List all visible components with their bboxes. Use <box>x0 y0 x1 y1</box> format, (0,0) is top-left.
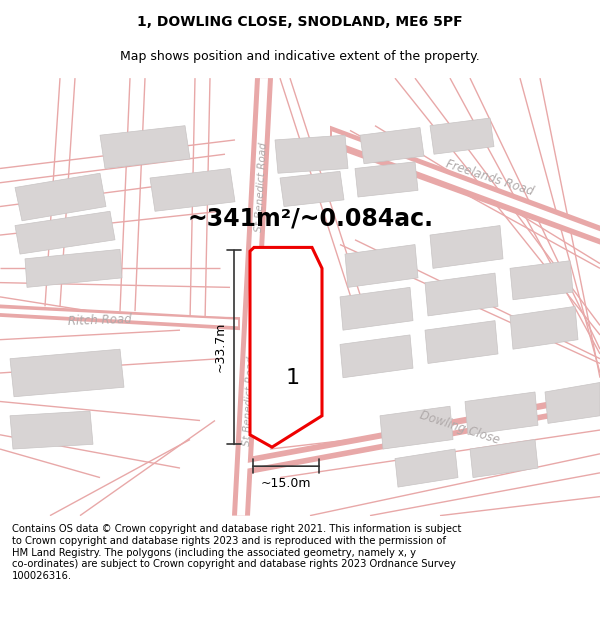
Text: Ritch Road: Ritch Road <box>68 313 132 328</box>
Polygon shape <box>0 308 238 326</box>
Polygon shape <box>340 288 413 330</box>
Polygon shape <box>240 399 600 470</box>
Text: St Benedict Road: St Benedict Road <box>242 356 256 447</box>
Polygon shape <box>545 382 600 423</box>
Polygon shape <box>150 169 235 211</box>
Text: ~15.0m: ~15.0m <box>261 477 311 490</box>
Text: 1: 1 <box>286 368 300 388</box>
Polygon shape <box>340 335 413 378</box>
Polygon shape <box>100 126 190 169</box>
Polygon shape <box>425 273 498 316</box>
Polygon shape <box>10 349 124 397</box>
Polygon shape <box>232 78 273 516</box>
Polygon shape <box>345 244 418 288</box>
Text: Map shows position and indicative extent of the property.: Map shows position and indicative extent… <box>120 50 480 62</box>
Polygon shape <box>510 261 573 300</box>
Polygon shape <box>237 78 268 516</box>
Polygon shape <box>275 135 348 173</box>
Text: St Benedict Road: St Benedict Road <box>254 142 268 232</box>
Polygon shape <box>380 406 453 449</box>
Polygon shape <box>430 118 494 154</box>
Polygon shape <box>360 127 424 164</box>
Polygon shape <box>15 211 115 254</box>
Polygon shape <box>0 304 240 330</box>
Text: 1, DOWLING CLOSE, SNODLAND, ME6 5PF: 1, DOWLING CLOSE, SNODLAND, ME6 5PF <box>137 15 463 29</box>
Polygon shape <box>250 248 322 447</box>
Polygon shape <box>430 226 503 268</box>
Polygon shape <box>240 392 600 476</box>
Polygon shape <box>355 162 418 197</box>
Polygon shape <box>262 306 312 368</box>
Polygon shape <box>510 306 578 349</box>
Polygon shape <box>10 411 93 449</box>
Polygon shape <box>15 173 106 221</box>
Polygon shape <box>330 126 600 244</box>
Polygon shape <box>280 171 344 206</box>
Polygon shape <box>332 131 600 239</box>
Text: Contains OS data © Crown copyright and database right 2021. This information is : Contains OS data © Crown copyright and d… <box>12 524 461 581</box>
Polygon shape <box>395 449 458 487</box>
Text: ~341m²/~0.084ac.: ~341m²/~0.084ac. <box>187 207 433 231</box>
Text: Freelands Road: Freelands Road <box>445 158 536 198</box>
Polygon shape <box>425 321 498 364</box>
Text: Dowling Close: Dowling Close <box>418 409 502 447</box>
Text: ~33.7m: ~33.7m <box>214 322 227 372</box>
Polygon shape <box>25 249 122 288</box>
Polygon shape <box>465 392 538 435</box>
Polygon shape <box>470 439 538 478</box>
